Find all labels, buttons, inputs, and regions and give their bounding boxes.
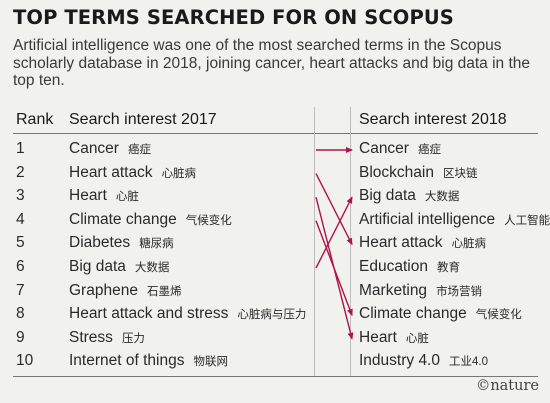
rank-cell-label: 9 [16, 328, 25, 346]
term-2017-label: Heart [69, 187, 107, 205]
rank-cell: 7 [16, 281, 25, 301]
term-2018-chinese-label: 区块链 [442, 167, 478, 180]
term-2018-label: Big data [359, 187, 416, 205]
rank-cell: 3 [16, 186, 25, 206]
term-2018: Artificial intelligence 人工智能 [359, 210, 550, 230]
term-2017-chinese-label: 石墨烯 [146, 285, 182, 298]
rank-header: Rank [16, 111, 54, 128]
term-2017: Graphene 石墨烯 [69, 281, 181, 301]
header-rule [13, 133, 538, 134]
term-2018-chinese-label: 气候变化 [475, 309, 522, 322]
term-2018: Marketing 市场营销 [359, 281, 482, 301]
term-2018-chinese-label: 教育 [436, 262, 460, 274]
term-2017-label: Diabetes [69, 234, 131, 252]
term-2017: Diabetes 糖尿病 [69, 233, 174, 253]
term-2018: Big data 大数据 [359, 186, 459, 206]
term-2018-chinese-label: 市场营销 [436, 285, 483, 298]
term-2018-label: Heart [359, 328, 397, 346]
rank-cell: 6 [16, 257, 25, 277]
term-2017-chinese-label: 心脏病与压力 [237, 309, 307, 322]
rank-cell: 1 [16, 139, 25, 159]
rank-cell-label: 3 [16, 187, 25, 205]
column-header-2017: Search interest 2017 [69, 111, 217, 128]
term-2018: Blockchain 区块链 [359, 163, 477, 183]
term-2017: Heart attack 心脏病 [69, 163, 196, 183]
term-2017-chinese-label: 心脏 [115, 191, 139, 204]
term-2017-chinese-label: 压力 [121, 332, 145, 345]
term-2017: Heart attack and stress 心脏病与压力 [69, 304, 306, 324]
rank-cell: 10 [16, 351, 33, 371]
term-2017-label: Big data [69, 258, 126, 275]
term-2017-chinese-label: 糖尿病 [139, 238, 174, 251]
term-2018-label: Blockchain [359, 163, 434, 181]
term-2017-label: Heart attack and stress [69, 305, 229, 323]
term-2018: Climate change 气候变化 [359, 304, 522, 324]
term-2018-chinese-label: 心脏病 [451, 238, 487, 251]
term-2017-label: Stress [69, 328, 113, 346]
term-2017-chinese-label: 心脏病 [161, 167, 197, 180]
term-2018-chinese-label: 癌症 [417, 144, 441, 156]
term-2018: Education 教育 [359, 257, 460, 277]
column-divider-left [314, 107, 315, 377]
term-2018-label: Cancer [359, 140, 409, 157]
nature-credit: ©nature [475, 378, 539, 394]
rank-cell-label: 8 [16, 305, 25, 323]
rank-change-line [315, 173, 353, 246]
term-2017-chinese-label: 大数据 [134, 262, 170, 274]
term-2017: Climate change 气候变化 [69, 210, 232, 230]
term-2018-label: Artificial intelligence [359, 210, 496, 228]
term-2017: Stress 压力 [69, 328, 145, 348]
term-2018-label: Marketing [359, 281, 428, 299]
term-2018-label: Climate change [359, 305, 467, 323]
rank-cell: 9 [16, 328, 25, 348]
term-2017-label: Graphene [69, 281, 138, 299]
term-2018-chinese-label: 人工智能 [504, 214, 550, 227]
term-2017-chinese-label: 气候变化 [185, 214, 232, 227]
term-2018-label: Industry 4.0 [359, 352, 440, 370]
term-2018: Industry 4.0 工业4.0 [359, 351, 488, 371]
rank-cell-label: 4 [16, 210, 25, 228]
rank-cell-label: 5 [16, 234, 25, 252]
rank-cell-label: 7 [16, 281, 25, 299]
term-2017: Big data 大数据 [69, 257, 169, 277]
rank-cell: 8 [16, 304, 25, 324]
footer-rule [13, 376, 538, 377]
rank-cell-label: 10 [16, 352, 34, 370]
chart-title: TOP TERMS SEARCHED FOR ON SCOPUS [13, 6, 454, 29]
term-2017-label: Internet of things [69, 352, 185, 370]
term-2018-chinese-label: 心脏 [405, 332, 429, 345]
column-header-2018: Search interest 2018 [359, 111, 507, 128]
rank-cell-label: 6 [16, 258, 25, 275]
term-2017-label: Heart attack [69, 163, 153, 181]
rank-cell-label: 1 [16, 140, 25, 157]
term-2018: Cancer 癌症 [359, 139, 441, 159]
term-2017-label: Cancer [69, 140, 119, 157]
term-2018: Heart 心脏 [359, 328, 429, 348]
term-2018: Heart attack 心脏病 [359, 233, 486, 253]
term-2017: Heart 心脏 [69, 186, 139, 206]
rank-cell: 4 [16, 210, 25, 230]
rank-change-line [315, 196, 353, 269]
term-2017: Internet of things 物联网 [69, 351, 228, 371]
term-2018-chinese-label: 大数据 [424, 191, 460, 204]
rank-cell: 5 [16, 233, 25, 253]
term-2017-chinese-label: 物联网 [193, 356, 228, 369]
term-2018-chinese-label: 工业4.0 [449, 356, 488, 369]
rank-cell-label: 2 [16, 163, 25, 181]
term-2018-label: Heart attack [359, 234, 443, 252]
rank-cell: 2 [16, 163, 25, 183]
term-2018-label: Education [359, 258, 428, 275]
term-2017: Cancer 癌症 [69, 139, 151, 159]
term-2017-label: Climate change [69, 210, 177, 228]
rank-change-line [315, 220, 353, 317]
term-2017-chinese-label: 癌症 [127, 144, 151, 156]
chart-subtitle: Artificial intelligence was one of the m… [13, 37, 531, 89]
